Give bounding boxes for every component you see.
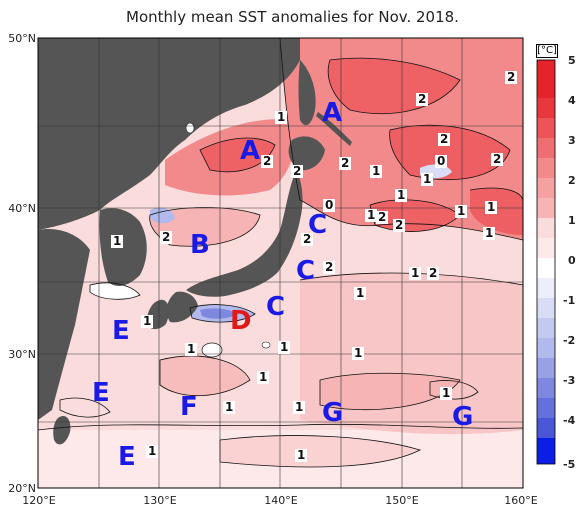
colorbar-unit: [°C] [536,44,558,58]
lon-label-160e: 160°E [504,494,538,507]
contour-value-label: 1 [455,204,468,218]
lon-label-120e: 120°E [22,494,56,507]
contour-value-label: 1 [185,342,198,356]
contour-value-label: 2 [376,210,389,224]
contour-value-label: 1 [146,444,159,458]
contour-value-label: 1 [409,266,422,280]
contour-value-label: 2 [301,232,314,246]
contour-value-label: 2 [323,260,336,274]
region-label-c-mid: C [296,256,316,286]
contour-value-label: 1 [365,208,378,222]
region-label-f: F [180,392,198,422]
contour-value-label: 1 [223,400,236,414]
contour-value-label: 2 [261,154,274,168]
contour-value-label: 2 [491,152,504,166]
colorbar-tick-minus4: -4 [563,414,576,427]
colorbar-tick-3: 3 [568,134,576,147]
contour-value-label: 2 [427,266,440,280]
contour-value-label: 0 [435,154,448,168]
contour-value-label: 1 [485,200,498,214]
region-label-d: D [230,306,252,336]
colorbar-tick-4: 4 [568,94,576,107]
contour-value-label: 1 [293,400,306,414]
region-label-e-north: E [112,316,130,346]
contour-lines [38,38,523,468]
lat-label-30n: 30°N [8,348,36,361]
lon-label-140e: 140°E [264,494,298,507]
contour-value-label: 2 [505,70,518,84]
contour-value-label: 1 [440,386,453,400]
lon-label-150e: 150°E [385,494,419,507]
lat-label-50n: 50°N [8,32,36,45]
contour-value-label: 1 [354,286,367,300]
lon-label-130e: 130°E [143,494,177,507]
land-japan [186,170,303,297]
contour-value-label: 1 [141,314,154,328]
contour-value-label: 1 [370,164,383,178]
contour-value-label: 1 [395,188,408,202]
contour-value-label: 1 [257,370,270,384]
region-label-c-north: C [308,210,328,240]
land-asia [38,38,300,230]
colorbar-tick-1: 1 [568,214,576,227]
contour-value-label: 2 [438,132,451,146]
contour-value-label: 1 [275,110,288,124]
contour-value-label: 2 [291,164,304,178]
region-label-e-mid: E [92,378,110,408]
region-label-a-west: A [240,136,261,166]
region-label-c-south: C [266,292,286,322]
contour-value-label: 1 [421,172,434,186]
lat-label-20n: 20°N [8,482,36,495]
contour-value-label: 1 [295,448,308,462]
region-label-e-south: E [118,442,136,472]
colorbar-tick-minus1: -1 [563,294,576,307]
colorbar-tick-minus2: -2 [563,334,576,347]
contour-value-label: 1 [278,340,291,354]
contour-value-label: 1 [483,226,496,240]
region-label-a-east: A [322,98,343,128]
contour-value-label: 2 [416,92,429,106]
colorbar-tick-minus5: -5 [563,458,576,471]
contour-value-label: 0 [323,198,336,212]
contour-value-label: 1 [352,346,365,360]
contour-value-label: 2 [339,156,352,170]
colorbar [536,59,556,465]
contour-value-label: 2 [160,230,173,244]
map-title: Monthly mean SST anomalies for Nov. 2018… [126,8,459,26]
colorbar-tick-5: 5 [568,54,576,67]
lat-label-40n: 40°N [8,202,36,215]
contour-value-label: 1 [111,234,124,248]
region-label-g-east: G [452,402,474,432]
colorbar-tick-minus3: -3 [563,374,576,387]
map-frame [37,37,524,489]
contour-value-label: 2 [393,218,406,232]
colorbar-tick-2: 2 [568,174,576,187]
colorbar-tick-0: 0 [568,254,576,267]
region-label-b: B [190,230,210,260]
region-label-g-west: G [322,398,344,428]
